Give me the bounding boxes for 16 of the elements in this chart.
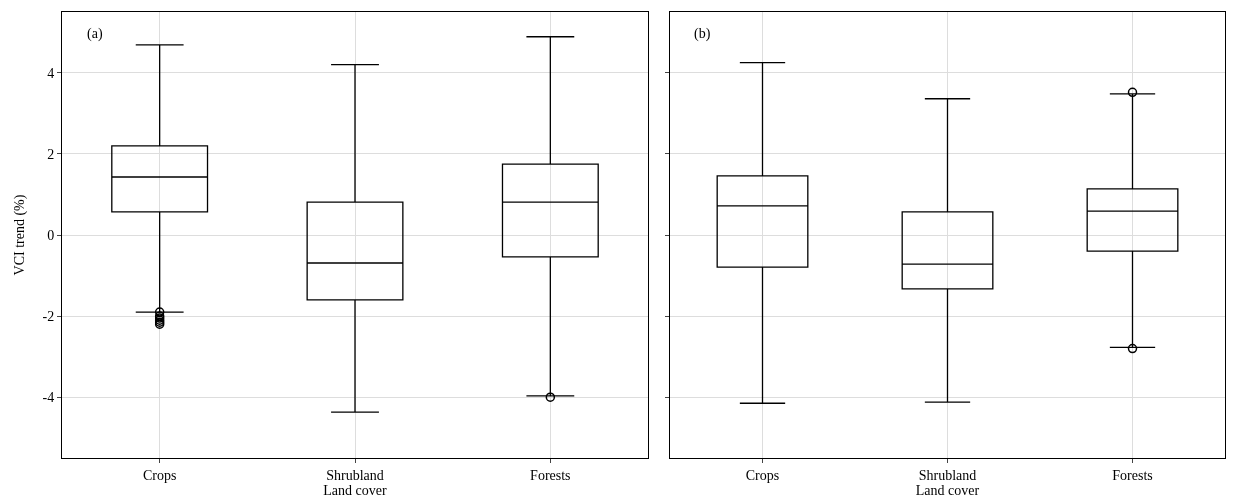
- x-tick-label: Shrubland: [326, 467, 384, 483]
- y-tick-label: -4: [42, 390, 55, 406]
- y-axis-title: VCI trend (%): [12, 194, 28, 276]
- x-axis-title: Land cover: [915, 482, 980, 498]
- y-tick-label: 0: [47, 227, 55, 243]
- y-tick-label: -2: [42, 308, 55, 324]
- y-tick-label: 4: [47, 65, 55, 81]
- y-tick-label: 2: [47, 146, 55, 162]
- x-tick-label: Shrubland: [918, 467, 977, 483]
- x-tick-label: Forests: [1112, 467, 1153, 483]
- x-tick-label: Forests: [530, 467, 571, 483]
- x-axis-title: Land cover: [323, 482, 388, 498]
- annotation: (b): [694, 26, 711, 42]
- annotation: (a): [87, 26, 103, 42]
- x-tick-label: Crops: [142, 467, 177, 483]
- x-tick-label: Crops: [745, 467, 780, 483]
